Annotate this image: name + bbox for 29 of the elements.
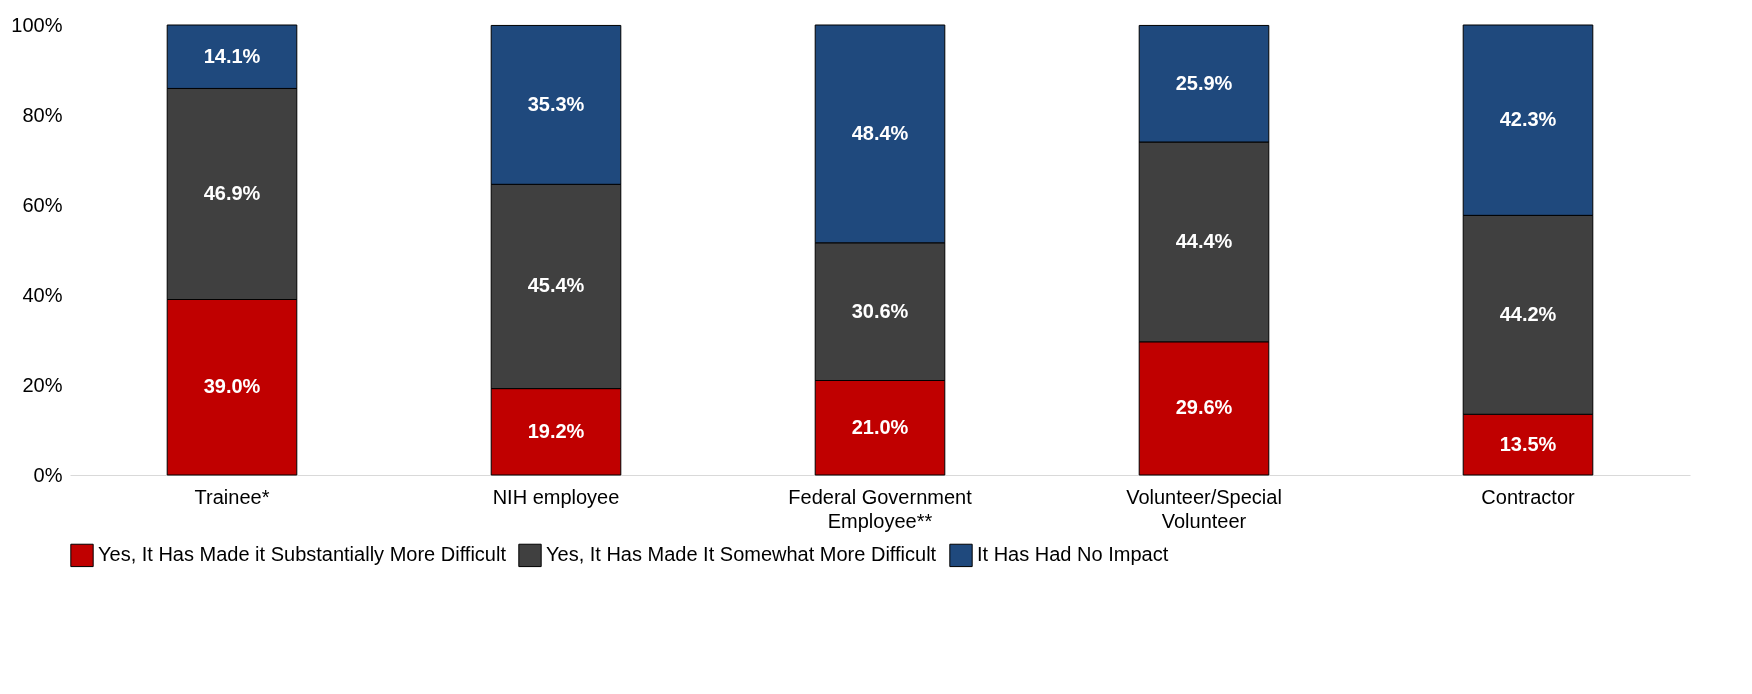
y-tick-label: 20% <box>22 373 63 396</box>
x-tick-label: Trainee* <box>194 485 270 508</box>
data-label: 35.3% <box>527 92 585 115</box>
x-tick-label: Volunteer/Special Volunteer <box>1126 485 1282 532</box>
legend-label: Yes, It Has Made it Substantially More Difficult <box>98 543 507 566</box>
data-label: 19.2% <box>527 419 585 442</box>
data-label: 44.2% <box>1499 302 1557 325</box>
data-label: 14.1% <box>203 44 261 67</box>
data-label: 39.0% <box>203 375 261 398</box>
y-tick-label: 100% <box>11 13 63 36</box>
y-tick-label: 60% <box>22 193 63 216</box>
data-label: 44.4% <box>1175 229 1233 252</box>
data-label: 45.4% <box>527 274 585 297</box>
legend-label: It Has Had No Impact <box>977 543 1169 566</box>
y-tick-label: 0% <box>33 463 63 486</box>
y-tick-label: 40% <box>22 283 63 306</box>
data-label: 25.9% <box>1175 71 1233 94</box>
data-label: 21.0% <box>851 415 909 438</box>
data-label: 46.9% <box>203 181 261 204</box>
legend-label: Yes, It Has Made It Somewhat More Difficult <box>546 543 937 566</box>
x-tick-label: NIH employee <box>492 485 620 508</box>
data-label: 13.5% <box>1499 432 1557 455</box>
data-label: 30.6% <box>851 299 909 322</box>
data-label: 29.6% <box>1175 396 1233 419</box>
x-tick-label: Federal Government Employee** <box>788 485 973 532</box>
data-label: 48.4% <box>851 121 909 144</box>
x-tick-label: Contractor <box>1481 485 1576 508</box>
data-label: 42.3% <box>1499 108 1557 131</box>
y-tick-label: 80% <box>22 103 63 126</box>
